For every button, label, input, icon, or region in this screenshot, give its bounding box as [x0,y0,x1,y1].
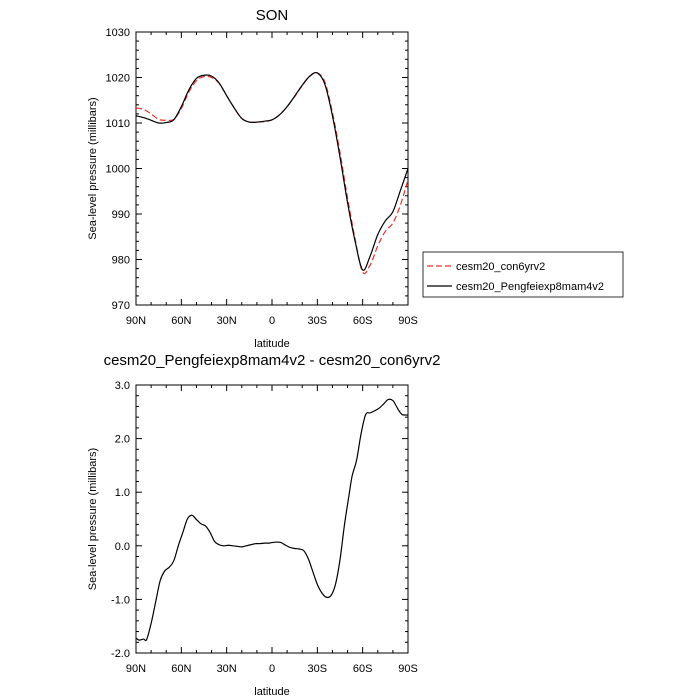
series-line-0-0 [136,72,408,275]
y-tick-label: -1.0 [111,594,130,606]
x-tick-label: 90S [398,663,418,675]
x-tick-label: 60N [171,663,191,675]
y-tick-label: 980 [112,255,130,267]
x-tick-label: 90N [126,663,146,675]
y-tick-label: -2.0 [111,648,130,660]
x-tick-label: 30N [217,663,237,675]
chart-title: cesm20_Pengfeiexp8mam4v2 - cesm20_con6yr… [104,352,441,369]
legend-label: cesm20_Pengfeiexp8mam4v2 [456,281,604,293]
x-tick-label: 90N [126,315,146,327]
x-axis-label: latitude [254,338,289,350]
legend-box [422,251,624,298]
x-tick-label: 60N [171,315,191,327]
y-axis-label: Sea-level pressure (millibars) [87,97,99,239]
x-tick-label: 30S [308,315,328,327]
chart-title: SON [256,7,289,24]
y-tick-label: 1000 [106,164,130,176]
chart-top: SON 90N 60N 30N 0 30S 60S 90S 1030 1020 1010 1000 99… [87,7,624,350]
y-tick-label: 1010 [106,118,130,130]
legend: cesm20_con6yrv2 cesm20_Pengfeiexp8mam4v2 [422,251,624,298]
y-tick-label: 1020 [106,73,130,85]
chart-bottom: cesm20_Pengfeiexp8mam4v2 - cesm20_con6yr… [87,352,440,698]
x-tick-label: 0 [269,663,275,675]
y-tick-label: 970 [112,300,130,312]
series-line-0-1 [136,71,408,271]
x-axis-label: latitude [254,686,289,698]
x-tick-label: 60S [353,315,373,327]
x-tick-label: 0 [269,315,275,327]
y-tick-label: 1030 [106,27,130,39]
x-tick-label: 90S [398,315,418,327]
x-tick-label: 60S [353,663,373,675]
y-tick-label: 2.0 [115,434,130,446]
y-tick-label: 990 [112,209,130,221]
y-axis-label: Sea-level pressure (millibars) [87,448,99,590]
x-tick-label: 30S [308,663,328,675]
y-tick-label: 3.0 [115,380,130,392]
series-line-1-0 [136,398,408,642]
y-tick-label: 0.0 [115,541,130,553]
legend-label: cesm20_con6yrv2 [456,261,545,273]
plot-frame [135,384,409,654]
x-tick-label: 30N [217,315,237,327]
y-tick-label: 1.0 [115,487,130,499]
